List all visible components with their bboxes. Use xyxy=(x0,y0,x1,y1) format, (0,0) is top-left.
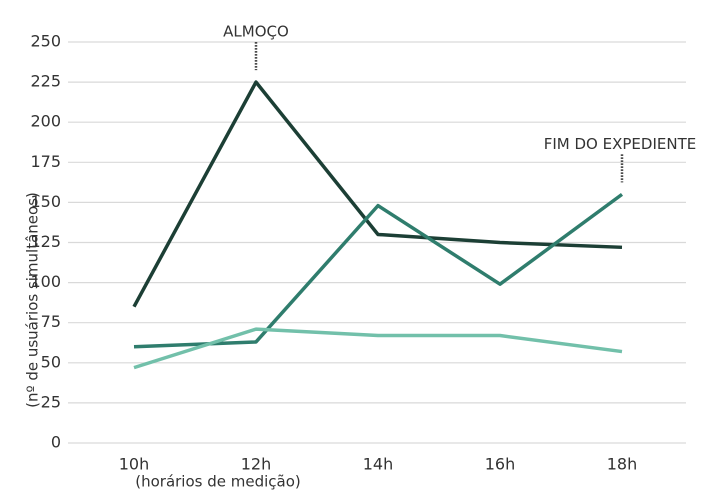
y-tick-label: 50 xyxy=(41,352,61,371)
x-tick-label: 16h xyxy=(485,455,516,474)
y-tick-label: 100 xyxy=(30,272,61,291)
y-tick-label: 75 xyxy=(41,312,61,331)
annotation: FIM DO EXPEDIENTE xyxy=(544,135,696,153)
y-tick-label: 25 xyxy=(41,392,61,411)
annotation: ALMOÇO xyxy=(223,23,289,41)
y-tick-label: 225 xyxy=(30,72,61,91)
x-tick-label: 18h xyxy=(607,455,638,474)
y-tick-label: 175 xyxy=(30,152,61,171)
x-tick-label: 12h xyxy=(241,455,272,474)
y-tick-label: 125 xyxy=(30,232,61,251)
y-tick-label: 250 xyxy=(30,32,61,51)
x-tick-label: 10h xyxy=(119,455,150,474)
series-line xyxy=(133,192,624,349)
y-tick-label: 150 xyxy=(30,192,61,211)
y-tick-label: 200 xyxy=(30,112,61,131)
y-axis-label: (nº de usuários simultâneos) xyxy=(24,192,42,408)
y-tick-label: 0 xyxy=(51,433,61,452)
series-line xyxy=(133,327,623,370)
x-axis-label: (horários de medição) xyxy=(135,473,301,491)
x-tick-label: 14h xyxy=(363,455,394,474)
series-line xyxy=(132,80,623,308)
